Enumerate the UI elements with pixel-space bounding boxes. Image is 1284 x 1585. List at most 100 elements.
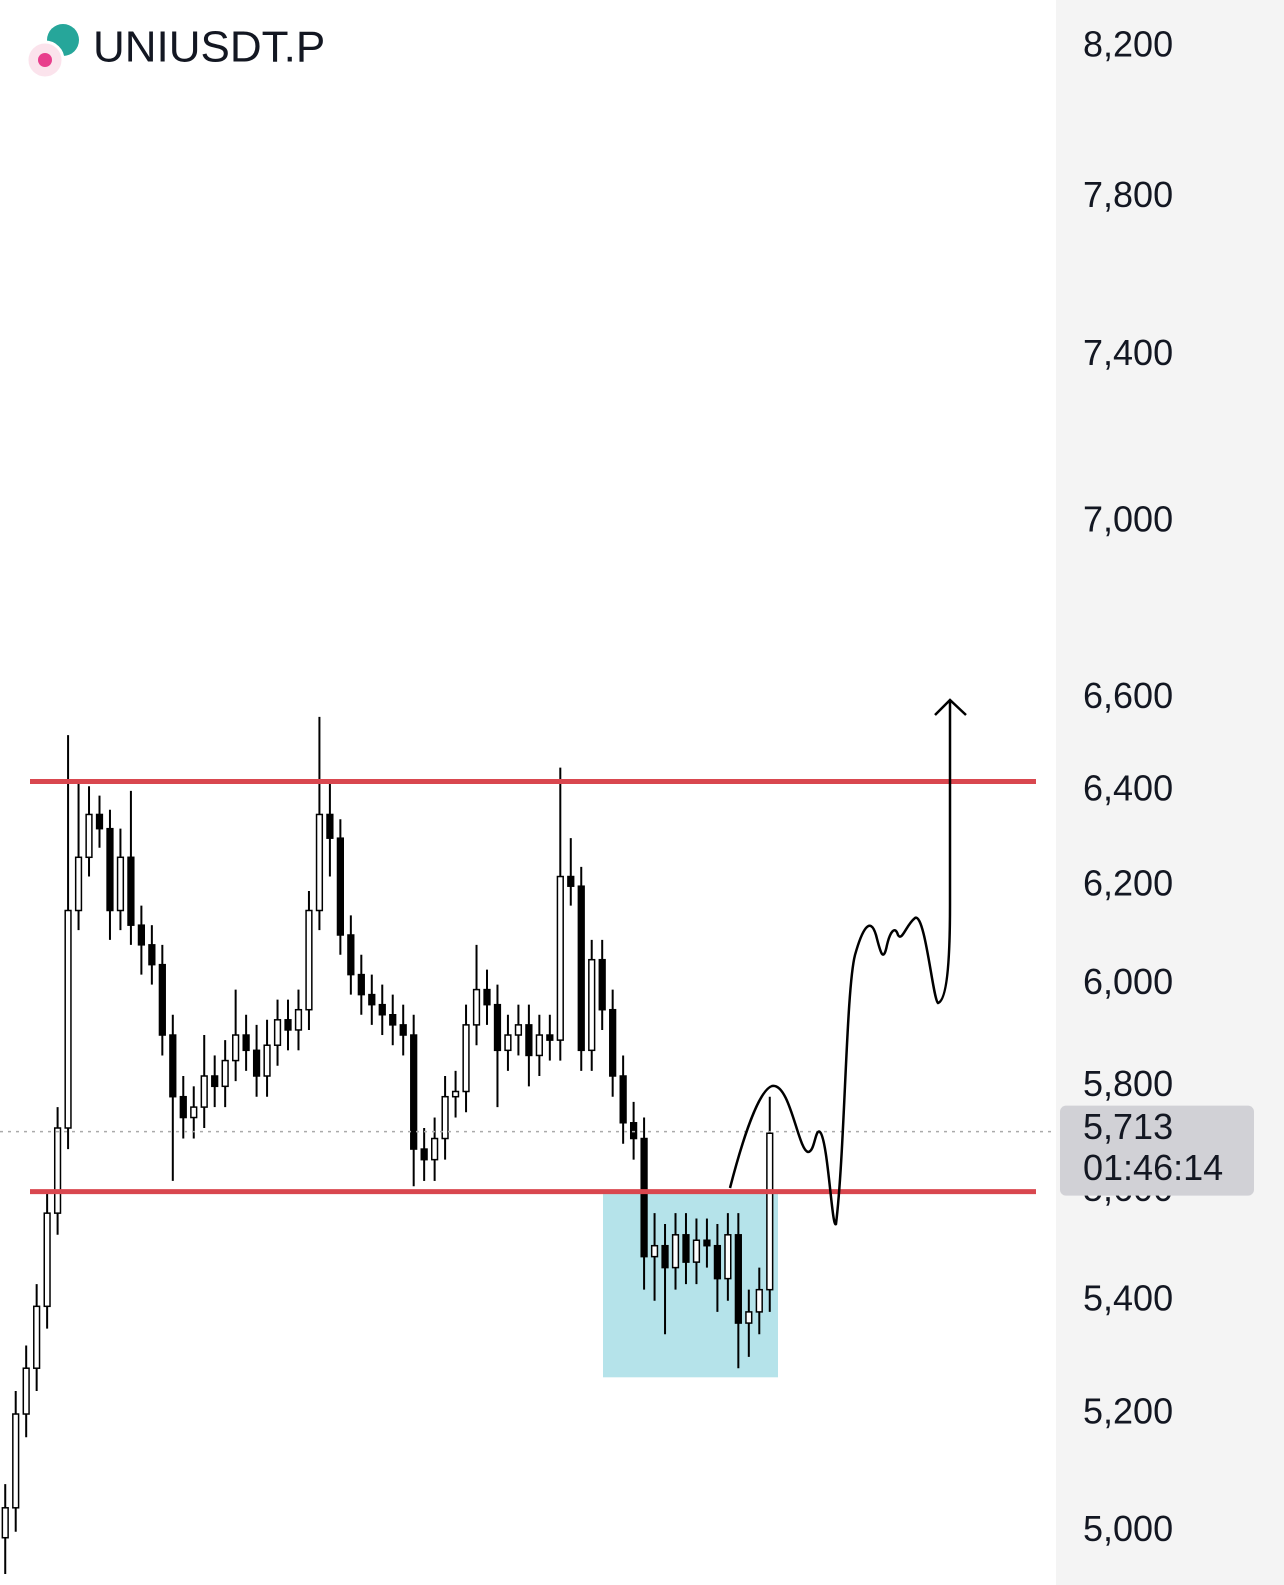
symbol-title: UNIUSDT.P: [93, 23, 325, 72]
candle-body: [514, 1024, 523, 1036]
y-tick-label: 5,000: [1083, 1508, 1173, 1549]
candle-body: [504, 1034, 512, 1052]
candle-body: [755, 1288, 763, 1313]
candle-body: [43, 1212, 51, 1308]
candle-body: [252, 1049, 261, 1077]
candle-body: [179, 1095, 187, 1119]
candle-body: [420, 1148, 428, 1161]
candle-body: [221, 1059, 229, 1088]
candle-body: [399, 1024, 407, 1036]
candle-body: [95, 813, 104, 830]
candle-body: [410, 1034, 418, 1150]
y-tick-label: 6,000: [1083, 961, 1173, 1002]
candle-body: [74, 856, 83, 912]
y-tick-label: 6,200: [1083, 863, 1173, 904]
candle-body: [389, 1014, 397, 1026]
candle-body: [661, 1244, 669, 1269]
candle-body: [650, 1244, 659, 1258]
candle-body: [483, 988, 491, 1006]
candle-body: [169, 1034, 177, 1098]
candle-body: [703, 1239, 711, 1247]
y-tick-label: 8,200: [1083, 24, 1173, 65]
candle-body: [64, 909, 72, 1129]
base-icon-mark: [38, 53, 52, 67]
candle-body: [556, 875, 564, 1041]
candle-body: [33, 1305, 41, 1369]
candle-body: [441, 1095, 449, 1140]
candle-body: [734, 1234, 742, 1324]
candle-body: [713, 1244, 722, 1280]
candle-body: [692, 1239, 701, 1263]
candle-body: [671, 1234, 680, 1269]
candle-body: [745, 1311, 753, 1324]
accumulation-zone: [603, 1191, 778, 1378]
candle-body: [1, 1507, 9, 1539]
y-tick-label: 5,800: [1083, 1063, 1173, 1104]
candle-body: [640, 1137, 648, 1258]
candle-body: [137, 924, 146, 946]
candle-body: [682, 1234, 690, 1263]
candle-body: [368, 993, 376, 1006]
y-tick-label: 7,800: [1083, 174, 1173, 215]
candle-body: [525, 1024, 533, 1057]
candle-body: [127, 856, 135, 926]
candle-body: [116, 856, 125, 912]
candle-body: [294, 1008, 303, 1031]
line-layer: [0, 779, 1056, 1195]
countdown-label: 01:46:14: [1083, 1147, 1223, 1188]
y-tick-label: 5,200: [1083, 1391, 1173, 1432]
candle-body: [430, 1137, 439, 1161]
candle-body: [598, 958, 606, 1011]
candle-layer: [1, 716, 774, 1575]
y-tick-label: 7,000: [1083, 499, 1173, 540]
candle-body: [284, 1019, 292, 1031]
candle-body: [22, 1367, 30, 1415]
candle-body: [12, 1413, 20, 1509]
y-tick-label: 7,400: [1083, 332, 1173, 373]
candle-body: [305, 909, 313, 1011]
candle-body: [535, 1034, 543, 1057]
candle-body: [158, 963, 166, 1036]
candle-body: [106, 827, 114, 912]
candle-body: [462, 1024, 470, 1093]
candle-body: [273, 1019, 282, 1046]
candle-body: [263, 1044, 271, 1077]
candle-body: [315, 813, 324, 912]
candle-body: [546, 1034, 554, 1041]
zone-layer: [603, 1191, 778, 1378]
candle-body: [493, 1003, 502, 1052]
candle-body: [347, 934, 355, 976]
price-axis-panel: [1056, 0, 1284, 1585]
candle-body: [609, 1008, 617, 1077]
candle-body: [53, 1127, 62, 1214]
candle-body: [766, 1132, 774, 1291]
candle-body: [451, 1090, 460, 1098]
candle-body: [336, 837, 345, 936]
candle-body: [577, 885, 585, 1052]
candle-body: [629, 1122, 638, 1140]
candle-body: [148, 944, 156, 966]
candle-body: [357, 973, 365, 996]
y-tick-label: 5,400: [1083, 1277, 1173, 1318]
candle-body: [619, 1075, 627, 1124]
candle-body: [326, 813, 334, 839]
candle-body: [85, 813, 93, 859]
candle-body: [724, 1234, 732, 1280]
candle-body: [378, 1003, 386, 1016]
candle-body: [472, 988, 481, 1026]
candle-body: [588, 958, 596, 1052]
candle-body: [211, 1075, 219, 1088]
candle-body: [567, 875, 575, 887]
candle-body: [242, 1034, 250, 1052]
price-badge-box: [1060, 1105, 1254, 1196]
projection-drawing: [728, 698, 967, 1226]
current-price-label: 5,713: [1083, 1106, 1173, 1147]
y-tick-label: 6,400: [1083, 767, 1173, 808]
y-tick-label: 6,600: [1083, 675, 1173, 716]
candle-body: [200, 1075, 208, 1108]
candle-body: [190, 1106, 198, 1119]
candle-body: [232, 1034, 240, 1062]
